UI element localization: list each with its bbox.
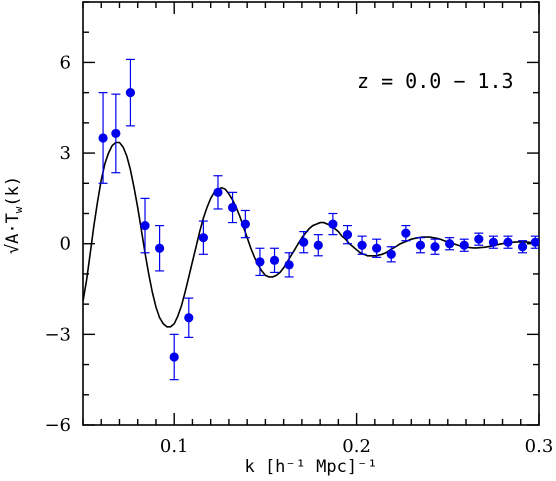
y-tick-label: 0	[60, 234, 71, 255]
data-point	[299, 231, 309, 254]
point-marker	[269, 255, 280, 265]
data-point	[269, 247, 280, 274]
axis-ticks	[82, 1, 540, 426]
data-point	[372, 238, 382, 258]
point-marker	[415, 240, 426, 250]
y-tick-label: −6	[44, 415, 71, 436]
data-point	[386, 246, 396, 263]
data-point	[401, 224, 411, 242]
x-tick-label: 0.1	[160, 436, 189, 457]
data-point	[184, 297, 194, 338]
point-marker	[474, 234, 484, 244]
y-axis-label-subscript: w	[12, 206, 25, 213]
point-marker	[255, 257, 265, 267]
data-point	[284, 252, 294, 278]
data-point	[240, 209, 250, 239]
y-tick-label: 3	[60, 143, 71, 164]
point-marker	[111, 128, 121, 139]
data-point	[430, 238, 440, 255]
point-marker	[430, 242, 440, 252]
y-axis-label-tail: (k)	[3, 176, 23, 207]
data-points	[98, 58, 539, 381]
data-point	[503, 235, 513, 249]
point-marker	[169, 352, 179, 362]
data-point	[445, 237, 455, 251]
point-marker	[328, 219, 338, 229]
point-marker	[530, 237, 539, 247]
point-marker	[284, 260, 294, 270]
point-marker	[213, 187, 223, 197]
point-marker	[342, 230, 353, 240]
data-point	[255, 247, 265, 277]
y-tick-label: 6	[60, 52, 71, 73]
data-point	[140, 197, 150, 254]
data-point	[98, 92, 108, 184]
plot-frame	[82, 1, 540, 426]
data-point	[517, 240, 528, 254]
point-marker	[372, 243, 382, 253]
point-marker	[227, 202, 238, 213]
data-point	[213, 175, 223, 210]
axis-tick-labels: 0.1 0.2 0.3 −6 −3 0 3 6	[44, 52, 553, 457]
data-point	[198, 220, 208, 255]
model-curve	[83, 141, 539, 328]
data-point	[357, 235, 367, 255]
point-marker	[299, 237, 309, 247]
data-point	[111, 93, 121, 174]
data-point	[459, 238, 469, 252]
point-marker	[488, 237, 498, 247]
point-marker	[313, 240, 323, 250]
y-tick-label: −3	[44, 324, 71, 345]
data-point	[474, 232, 484, 246]
y-axis-label: √A·Tw(k)	[3, 176, 25, 254]
point-marker	[517, 242, 528, 252]
point-marker	[98, 133, 108, 143]
point-marker	[125, 88, 136, 98]
point-marker	[240, 219, 250, 229]
data-point	[342, 224, 353, 245]
point-marker	[198, 233, 208, 243]
data-point	[328, 212, 338, 236]
data-point	[415, 237, 426, 254]
point-marker	[386, 249, 396, 259]
point-marker	[357, 240, 367, 250]
data-point	[488, 235, 498, 249]
data-point	[313, 234, 323, 257]
point-marker	[140, 220, 150, 231]
x-axis-label: k [h⁻¹ Mpc]⁻¹	[244, 457, 377, 477]
redshift-annotation: z = 0.0 − 1.3	[357, 69, 514, 93]
point-marker	[184, 313, 194, 323]
x-tick-label: 0.3	[525, 436, 554, 457]
data-point	[530, 235, 539, 249]
x-tick-label: 0.2	[342, 436, 371, 457]
point-marker	[155, 243, 165, 253]
point-marker	[459, 240, 469, 250]
point-marker	[503, 237, 513, 247]
point-marker	[401, 228, 411, 238]
data-point	[169, 333, 179, 381]
data-point	[125, 58, 136, 127]
point-marker	[445, 239, 455, 249]
y-axis-label-main: √A·T	[3, 213, 23, 254]
data-point	[227, 191, 238, 224]
data-point	[155, 224, 165, 272]
